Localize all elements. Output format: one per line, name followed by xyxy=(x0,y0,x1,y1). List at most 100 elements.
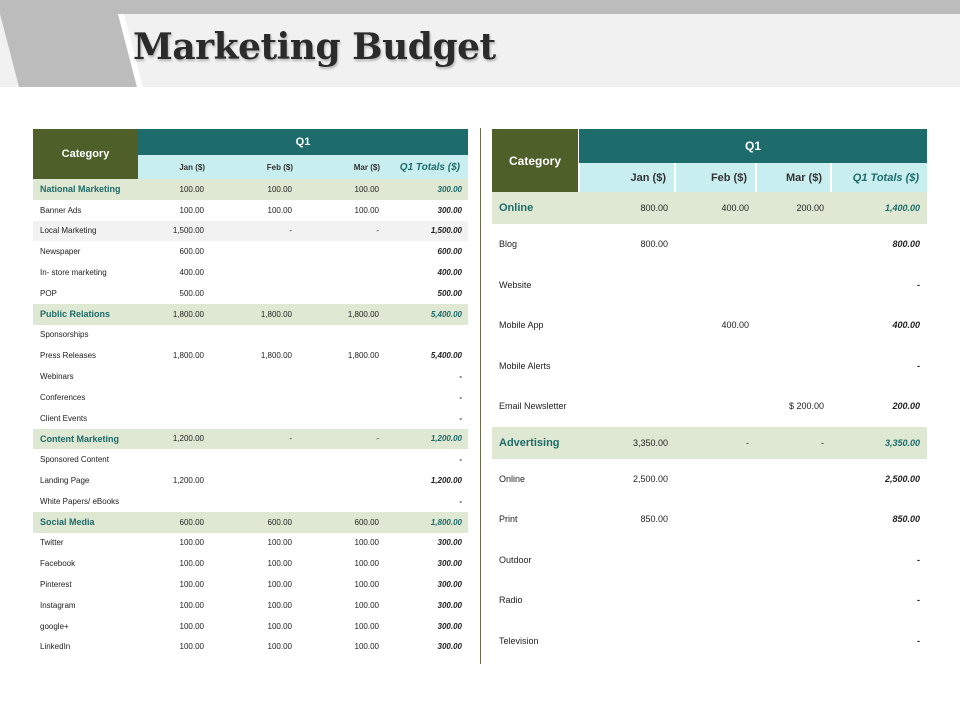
jan-value: 800.00 xyxy=(579,192,675,224)
page-title: Marketing Budget xyxy=(133,26,496,68)
feb-value: 100.00 xyxy=(267,600,292,610)
mar-value xyxy=(756,540,831,581)
table-row: Online 2,500.00 2,500.00 xyxy=(492,459,927,500)
row-label: Outdoor xyxy=(499,554,532,565)
jan-value: 3,350.00 xyxy=(579,426,675,459)
row-label: POP xyxy=(40,288,57,298)
mar-value xyxy=(756,459,831,500)
feb-value: 1,800.00 xyxy=(260,351,292,361)
q1-total-value: 300.00 xyxy=(437,205,462,215)
mar-value: 100.00 xyxy=(354,559,379,569)
row-label: Press Releases xyxy=(40,351,97,361)
mar-value: 1,800.00 xyxy=(347,351,379,361)
q1-total-value: 300.00 xyxy=(437,642,462,652)
feb-value xyxy=(675,265,756,306)
table-row: White Papers/ eBooks - xyxy=(33,491,468,512)
q1-totals-header: Q1 Totals ($) xyxy=(388,155,468,179)
jan-value: 1,200.00 xyxy=(172,476,204,486)
table-row: google+ 100.00 100.00 100.00 300.00 xyxy=(33,616,468,637)
feb-value: - xyxy=(675,426,756,459)
feb-value xyxy=(213,449,301,470)
q1-total-value: 300.00 xyxy=(388,179,468,200)
mar-value xyxy=(301,491,388,512)
q1-total-value xyxy=(388,325,468,346)
feb-value: 600.00 xyxy=(213,511,301,533)
row-label: Sponsored Content xyxy=(40,455,109,465)
row-label: Conferences xyxy=(40,392,86,402)
table-row: Instagram 100.00 100.00 100.00 300.00 xyxy=(33,595,468,616)
jan-value: 100.00 xyxy=(179,538,204,548)
q1-total-value: 300.00 xyxy=(437,559,462,569)
row-label: Instagram xyxy=(40,600,76,610)
row-label: Twitter xyxy=(40,538,64,548)
table-row: LinkedIn 100.00 100.00 100.00 300.00 xyxy=(33,637,468,658)
feb-value xyxy=(213,325,301,346)
table-row: Landing Page 1,200.00 1,200.00 xyxy=(33,470,468,491)
row-label: Website xyxy=(499,279,532,290)
table-row: Twitter 100.00 100.00 100.00 300.00 xyxy=(33,533,468,554)
row-label: Print xyxy=(499,514,518,525)
jan-value: 100.00 xyxy=(179,580,204,590)
feb-value xyxy=(675,540,756,581)
feb-value: - xyxy=(213,428,301,450)
feb-value xyxy=(213,366,301,387)
feb-value: 100.00 xyxy=(267,538,292,548)
row-label: Facebook xyxy=(40,559,76,569)
jan-value xyxy=(138,408,213,429)
category-header: Category xyxy=(492,129,579,192)
quarter-header: Q1 xyxy=(579,129,928,163)
jan-value: 1,200.00 xyxy=(138,428,213,450)
jan-value: 800.00 xyxy=(640,239,668,250)
mar-value xyxy=(756,621,831,662)
jan-value xyxy=(579,580,675,621)
table-row: Outdoor - xyxy=(492,540,927,581)
jan-value: 1,800.00 xyxy=(138,303,213,325)
row-label: google+ xyxy=(40,621,69,631)
feb-value xyxy=(213,408,301,429)
row-label: Pinterest xyxy=(40,580,72,590)
row-label: Online xyxy=(492,192,579,224)
row-label: Landing Page xyxy=(40,476,90,486)
table-row: Banner Ads 100.00 100.00 100.00 300.00 xyxy=(33,200,468,221)
table-row: POP 500.00 500.00 xyxy=(33,283,468,304)
jan-value: 1,800.00 xyxy=(172,351,204,361)
q1-total-value: - xyxy=(917,279,921,290)
q1-total-value: - xyxy=(917,360,921,371)
q1-total-value: 1,500.00 xyxy=(388,220,468,242)
q1-total-value: - xyxy=(917,635,921,646)
mar-value: $ 200.00 xyxy=(788,401,824,412)
feb-value: 1,800.00 xyxy=(213,303,301,325)
mar-value: 100.00 xyxy=(354,580,379,590)
row-label: Television xyxy=(499,635,539,646)
mar-value: 200.00 xyxy=(756,192,831,224)
feb-value xyxy=(213,283,301,304)
row-label: Banner Ads xyxy=(40,205,82,215)
jan-value xyxy=(138,387,213,408)
mar-value xyxy=(301,366,388,387)
jan-value: 2,500.00 xyxy=(632,473,668,484)
row-label: Content Marketing xyxy=(33,428,138,450)
feb-value xyxy=(675,386,756,427)
category-group-row: Online 800.00 400.00 200.00 1,400.00 xyxy=(492,192,928,224)
q1-total-value: 600.00 xyxy=(437,247,462,257)
feb-value: 100.00 xyxy=(267,559,292,569)
category-header: Category xyxy=(33,129,138,179)
table-row: Webinars - xyxy=(33,366,468,387)
row-label: LinkedIn xyxy=(40,642,71,652)
table-row: Client Events - xyxy=(33,408,468,429)
mar-value: 600.00 xyxy=(301,511,388,533)
mar-value xyxy=(301,325,388,346)
jan-value: 600.00 xyxy=(138,511,213,533)
q1-total-value: - xyxy=(459,372,462,382)
q1-total-value: 2,500.00 xyxy=(884,473,921,484)
table-row: Pinterest 100.00 100.00 100.00 300.00 xyxy=(33,574,468,595)
q1-total-value: 3,350.00 xyxy=(831,426,928,459)
mar-value xyxy=(301,408,388,429)
row-label: Online xyxy=(499,473,526,484)
feb-value xyxy=(675,459,756,500)
feb-value xyxy=(213,241,301,262)
row-label: Sponsorships xyxy=(40,330,89,340)
mar-header: Mar ($) xyxy=(301,155,388,179)
feb-value: - xyxy=(213,220,301,242)
mar-value xyxy=(301,262,388,283)
